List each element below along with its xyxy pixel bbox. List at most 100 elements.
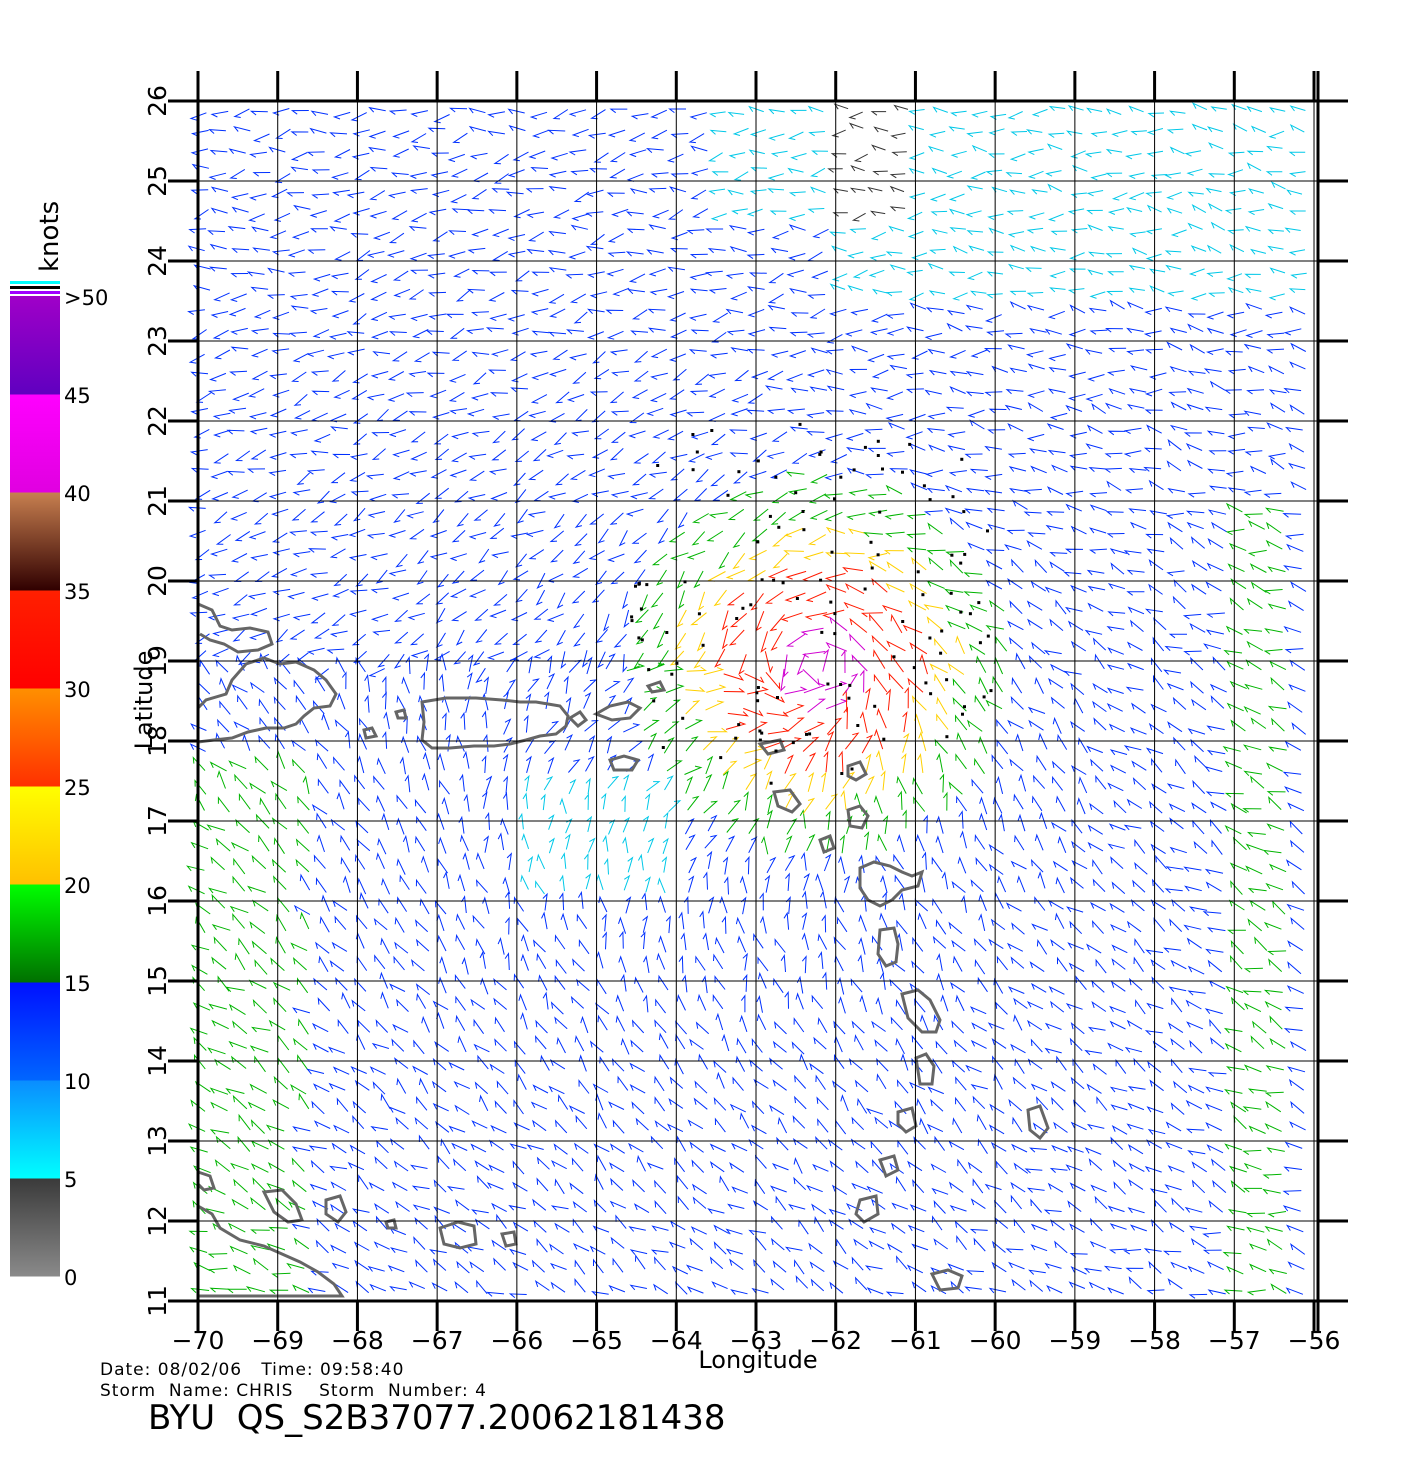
wind-vector [350,1065,367,1074]
wind-vector [310,110,329,117]
wind-vector [769,614,785,632]
wind-vector [441,712,447,731]
wind-vector [1111,958,1126,970]
wind-vector [823,750,829,773]
wind-vector [512,570,529,581]
wind-vector [229,370,248,376]
wind-vector [472,172,489,183]
wind-vector [548,814,555,830]
wind-vector [1246,1226,1265,1233]
wind-vector [448,391,465,402]
wind-vector [1006,529,1025,535]
wind-vector [710,474,725,487]
wind-vector [1170,1058,1183,1074]
wind-vector [594,570,607,586]
wind-vector [744,673,765,684]
wind-vector [823,493,843,499]
rain-flag-dot [801,510,805,513]
wind-vector [415,1259,428,1273]
wind-vector [642,915,649,933]
wind-vector [351,152,370,160]
wind-vector [410,110,429,118]
wind-vector [520,953,529,971]
wind-vector [953,1039,968,1052]
wind-vector [252,133,270,143]
wind-vector [187,1123,206,1132]
wind-vector [391,351,408,362]
wind-vector [528,549,545,560]
coastline-outline [394,708,408,720]
wind-vector [1170,229,1187,238]
wind-vector [354,853,366,870]
wind-vector [608,1162,625,1173]
wind-vector [1190,245,1207,252]
wind-vector [729,613,748,628]
wind-vector [648,471,667,478]
wind-vector [388,530,406,538]
wind-vector [633,549,647,564]
wind-vector [1043,1209,1062,1215]
colorbar-tick-label: 20 [64,874,91,898]
wind-vector [1146,1106,1164,1114]
rain-flag-dot [870,566,874,570]
wind-vector [1109,749,1128,756]
wind-vector [1247,209,1265,216]
wind-vector [784,835,793,853]
rain-flag-dot [758,729,762,733]
wind-vector [721,610,729,631]
wind-vector [568,149,587,156]
wind-vector [607,129,626,138]
wind-vector [736,1037,747,1054]
wind-vector [875,996,883,1015]
latitude-tick-label: 22 [143,405,172,437]
rain-flag-dot [839,475,843,479]
wind-vector [370,587,389,594]
wind-vector [1266,791,1286,796]
wind-vector [589,1040,604,1053]
wind-vector [487,130,505,137]
wind-vector [799,809,806,829]
wind-vector [509,351,526,362]
wind-vector [790,387,809,393]
wind-vector [658,935,667,953]
wind-vector [718,551,730,570]
wind-vector [1069,1182,1086,1192]
wind-vector [232,1020,248,1035]
wind-vector [272,1099,290,1110]
wind-vector [230,193,249,201]
wind-vector [708,896,715,914]
longitude-tick-label: −65 [570,1326,623,1355]
colorbar-swatch [10,281,60,284]
wind-vector [618,955,627,973]
wind-vector [292,1126,311,1132]
wind-vector [869,1226,886,1234]
coastline-outline [197,1204,345,1298]
wind-vector [391,493,410,499]
wind-vector [536,1156,550,1170]
rain-flag-dot [741,606,745,610]
wind-vector [968,643,986,655]
wind-vector [1185,1128,1205,1134]
wind-vector [553,1143,568,1155]
latitude-tick-label: 21 [143,485,172,517]
wind-vector [353,1241,370,1251]
wind-vector [272,389,290,398]
wind-vector [331,1262,349,1269]
wind-vector [234,773,248,790]
wind-vector [393,1057,409,1069]
wind-vector [245,1286,266,1293]
wind-vector [1045,170,1062,177]
wind-vector [1206,327,1224,334]
wind-vector [708,388,726,398]
wind-vector [571,430,589,437]
wind-vector [232,1094,248,1110]
wind-vector [612,1257,624,1273]
wind-vector [316,812,327,829]
wind-vector [1052,716,1062,734]
wind-vector [799,1053,809,1071]
wind-vector [1027,706,1046,714]
wind-vector [193,1036,207,1051]
wind-vector [868,1240,885,1250]
wind-vector [547,492,566,500]
wind-vector [291,231,310,240]
